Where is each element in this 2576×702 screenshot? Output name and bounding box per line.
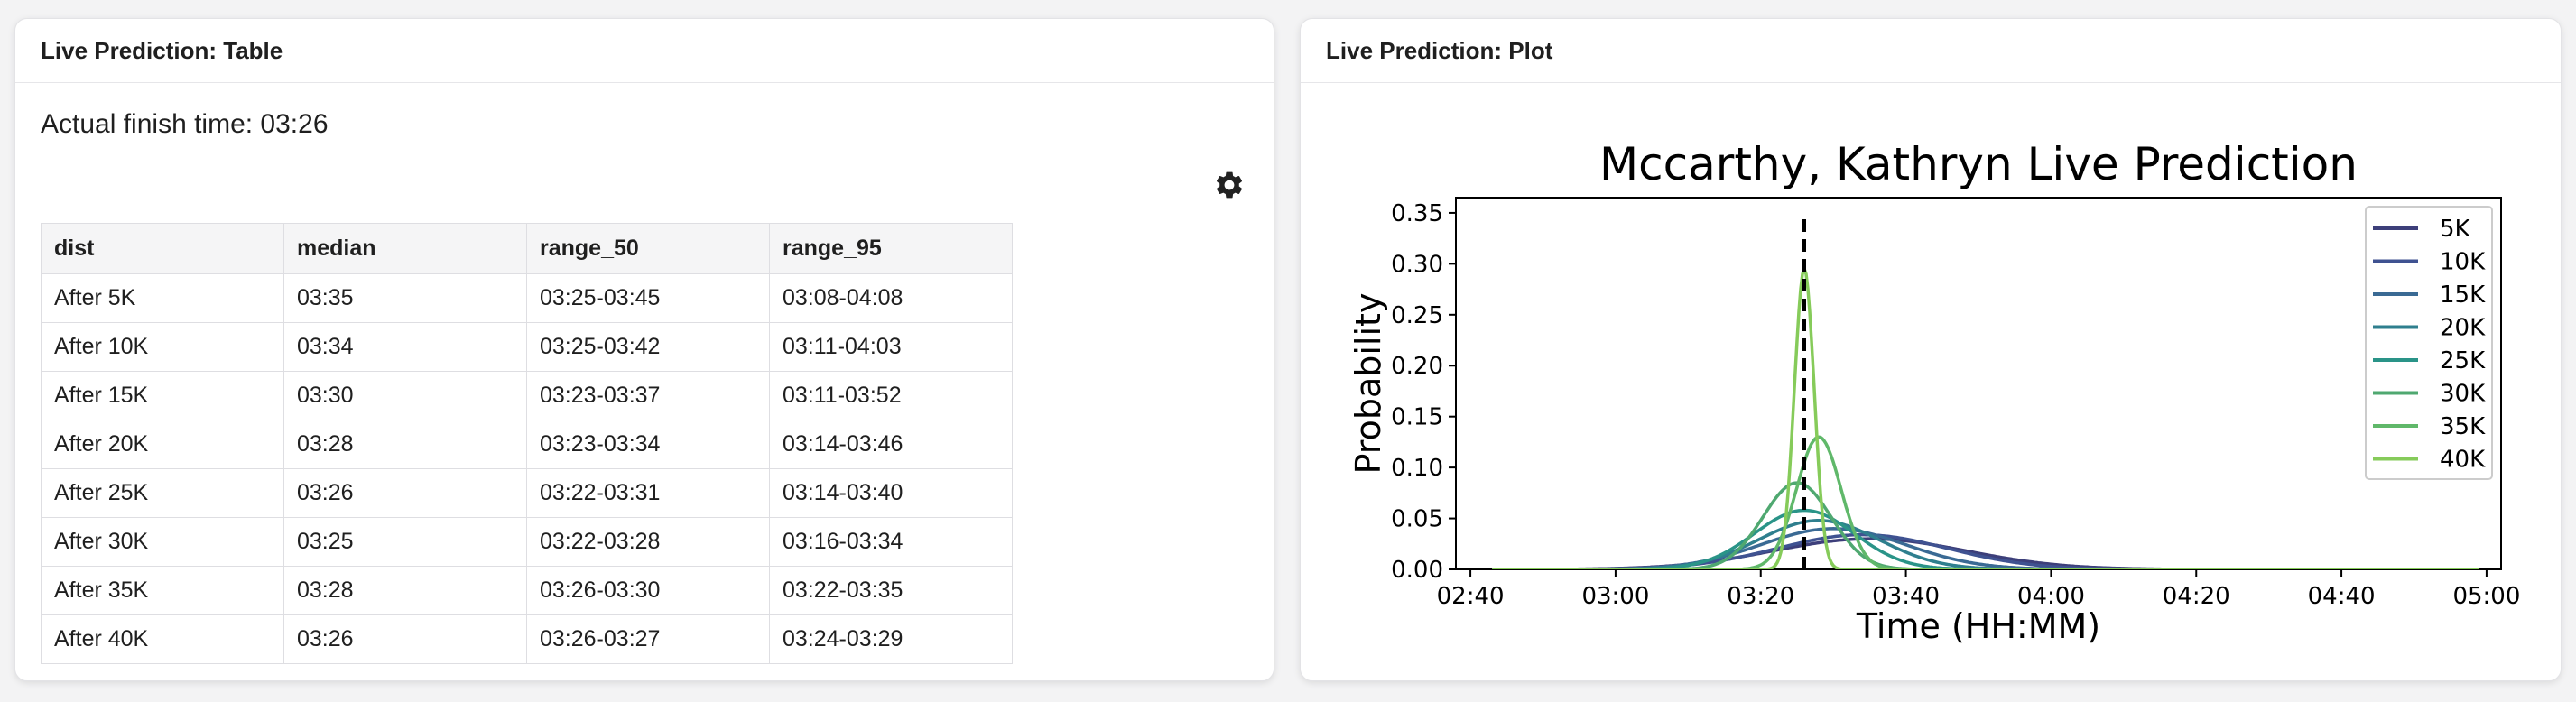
y-tick-label: 0.15	[1391, 404, 1443, 431]
y-tick-label: 0.35	[1391, 200, 1443, 227]
legend-label: 15K	[2440, 282, 2486, 309]
cell-range-95: 03:14-03:40	[769, 468, 1013, 518]
cell-median: 03:28	[283, 420, 527, 469]
cell-median: 03:26	[283, 468, 527, 518]
column-header-dist[interactable]: dist	[41, 223, 284, 274]
table-row: After 5K 03:35 03:25-03:45 03:08-04:08	[41, 273, 1013, 323]
table-row: After 35K 03:28 03:26-03:30 03:22-03:35	[41, 566, 1013, 615]
cell-dist: After 10K	[41, 322, 284, 372]
table-row: After 40K 03:26 03:26-03:27 03:24-03:29	[41, 614, 1013, 664]
cell-range-50: 03:26-03:27	[526, 614, 770, 664]
x-tick-label: 03:20	[1727, 583, 1794, 610]
prediction-chart: Mccarthy, Kathryn Live Prediction 0.00 0.0…	[1348, 138, 2520, 646]
cell-dist: After 30K	[41, 517, 284, 567]
table-row: After 15K 03:30 03:23-03:37 03:11-03:52	[41, 371, 1013, 420]
column-header-median[interactable]: median	[283, 223, 527, 274]
y-tick-label: 0.05	[1391, 506, 1443, 533]
table-panel-title: Live Prediction: Table	[15, 19, 1274, 83]
cell-dist: After 25K	[41, 468, 284, 518]
cell-range-50: 03:23-03:37	[526, 371, 770, 420]
y-axis-label: Probability	[1348, 293, 1388, 475]
column-header-range-95[interactable]: range_95	[769, 223, 1013, 274]
actual-finish-time: Actual finish time: 03:26	[41, 109, 329, 139]
cell-median: 03:28	[283, 566, 527, 615]
cell-range-95: 03:16-03:34	[769, 517, 1013, 567]
cell-range-95: 03:08-04:08	[769, 273, 1013, 323]
table-row: After 20K 03:28 03:23-03:34 03:14-03:46	[41, 420, 1013, 469]
series-line-35k	[1492, 435, 2479, 569]
cell-median: 03:34	[283, 322, 527, 372]
x-tick-label: 05:00	[2452, 583, 2520, 610]
series-group	[1492, 263, 2479, 569]
x-tick-label: 04:40	[2308, 583, 2376, 610]
table-row: After 25K 03:26 03:22-03:31 03:14-03:40	[41, 468, 1013, 518]
x-tick-label: 02:40	[1437, 583, 1505, 610]
legend-label: 10K	[2440, 249, 2486, 276]
cell-range-50: 03:26-03:30	[526, 566, 770, 615]
cell-dist: After 15K	[41, 371, 284, 420]
x-tick-label: 04:00	[2017, 583, 2085, 610]
cell-range-95: 03:11-03:52	[769, 371, 1013, 420]
cell-range-50: 03:22-03:31	[526, 468, 770, 518]
cell-dist: After 20K	[41, 420, 284, 469]
table-panel: Live Prediction: Table Actual finish tim…	[14, 18, 1274, 681]
table-row: After 30K 03:25 03:22-03:28 03:16-03:34	[41, 517, 1013, 567]
cell-range-95: 03:14-03:46	[769, 420, 1013, 469]
legend-label: 35K	[2440, 413, 2486, 440]
cell-range-50: 03:25-03:45	[526, 273, 770, 323]
series-line-15k	[1492, 527, 2479, 569]
cell-median: 03:30	[283, 371, 527, 420]
table-header-row: dist median range_50 range_95	[41, 223, 1013, 274]
y-tick-label: 0.10	[1391, 455, 1443, 482]
cell-range-50: 03:23-03:34	[526, 420, 770, 469]
cell-median: 03:35	[283, 273, 527, 323]
legend-label: 40K	[2440, 447, 2486, 474]
series-line-25k	[1492, 508, 2479, 569]
cell-dist: After 35K	[41, 566, 284, 615]
legend-label: 5K	[2440, 216, 2471, 243]
y-tick-label: 0.00	[1391, 557, 1443, 584]
cell-range-50: 03:22-03:28	[526, 517, 770, 567]
y-tick-label: 0.25	[1391, 302, 1443, 329]
plot-frame	[1455, 197, 2502, 570]
y-tick-label: 0.30	[1391, 251, 1443, 278]
cell-dist: After 40K	[41, 614, 284, 664]
x-tick-label: 04:20	[2163, 583, 2230, 610]
cell-range-50: 03:25-03:42	[526, 322, 770, 372]
plot-panel-title: Live Prediction: Plot	[1301, 19, 2561, 83]
column-header-range-50[interactable]: range_50	[526, 223, 770, 274]
table-row: After 10K 03:34 03:25-03:42 03:11-04:03	[41, 322, 1013, 372]
cell-dist: After 5K	[41, 273, 284, 323]
cell-median: 03:25	[283, 517, 527, 567]
gear-icon[interactable]	[1213, 169, 1246, 201]
x-tick-label: 03:40	[1872, 583, 1940, 610]
chart-title: Mccarthy, Kathryn Live Prediction	[1599, 138, 2358, 190]
cell-range-95: 03:24-03:29	[769, 614, 1013, 664]
series-line-40k	[1492, 263, 2479, 569]
cell-range-95: 03:22-03:35	[769, 566, 1013, 615]
cell-range-95: 03:11-04:03	[769, 322, 1013, 372]
legend-label: 30K	[2440, 381, 2486, 408]
y-tick-label: 0.20	[1391, 353, 1443, 380]
legend-label: 25K	[2440, 347, 2486, 374]
plot-panel: Live Prediction: Plot Mccarthy, Kathryn …	[1300, 18, 2562, 681]
x-axis-label: Time (HH:MM)	[1856, 606, 2100, 646]
x-tick-label: 03:00	[1581, 583, 1649, 610]
prediction-table: dist median range_50 range_95 After 5K 03…	[41, 223, 1013, 664]
series-line-20k	[1492, 519, 2479, 569]
legend-label: 20K	[2440, 315, 2486, 342]
legend-box	[2365, 206, 2493, 480]
cell-median: 03:26	[283, 614, 527, 664]
